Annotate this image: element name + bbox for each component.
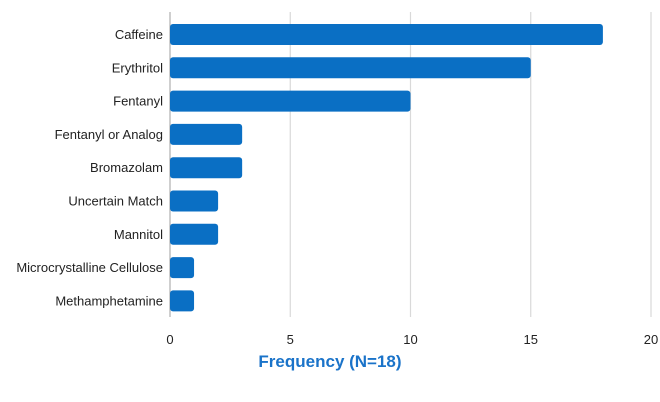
category-label: Uncertain Match (68, 194, 163, 209)
bar (170, 157, 243, 179)
x-tick-label: 15 (524, 332, 538, 347)
bar (170, 223, 219, 245)
category-label: Methamphetamine (55, 293, 163, 308)
bar (170, 290, 195, 312)
bar (170, 257, 195, 279)
bar (170, 123, 243, 145)
x-tick-label: 0 (166, 332, 173, 347)
bar (170, 24, 603, 45)
bar (170, 57, 531, 79)
category-label: Caffeine (115, 27, 163, 42)
x-tick-label: 10 (403, 332, 417, 347)
category-label: Erythritol (112, 60, 163, 75)
bar (170, 90, 411, 112)
x-axis-title: Frequency (N=18) (258, 352, 402, 371)
bar (170, 190, 219, 212)
category-label: Mannitol (114, 227, 163, 242)
category-label: Fentanyl (113, 94, 163, 109)
category-label: Microcrystalline Cellulose (16, 260, 163, 275)
x-tick-label: 5 (287, 332, 294, 347)
category-label: Bromazolam (90, 160, 163, 175)
x-tick-label: 20 (644, 332, 658, 347)
category-label: Fentanyl or Analog (55, 127, 163, 142)
